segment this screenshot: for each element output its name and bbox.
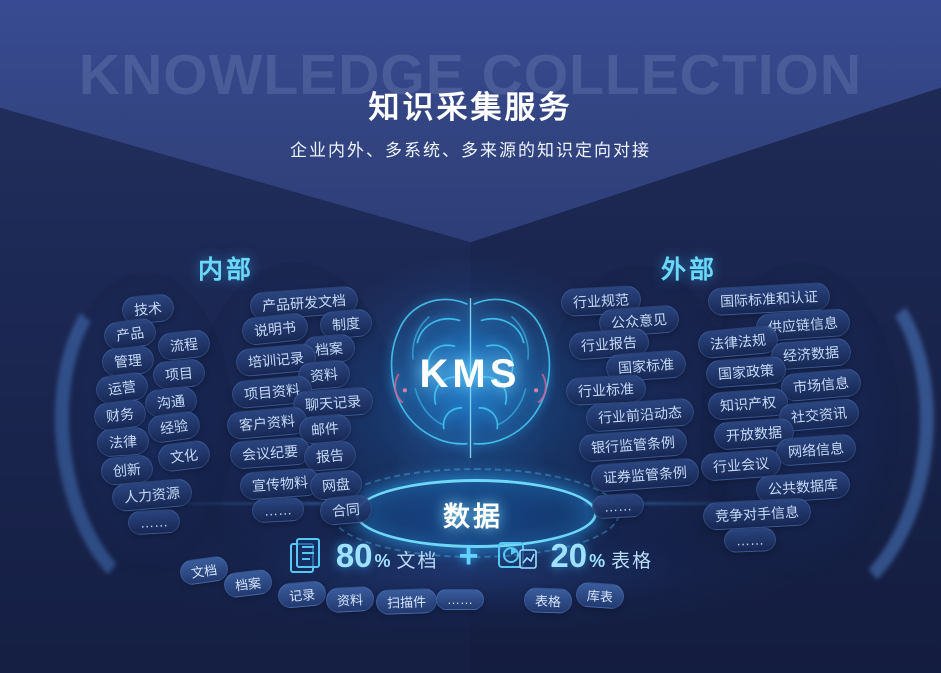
- doc-percent-sign: %: [374, 551, 391, 571]
- pie-table-icon: [498, 540, 538, 572]
- external-industry-pill: ……: [591, 492, 645, 520]
- table-stat: 20 % 表格: [550, 537, 653, 575]
- doc-percent-value: 80: [335, 537, 373, 574]
- internal-tag-pill: ……: [127, 508, 181, 536]
- data-ring: [355, 479, 597, 548]
- internal-group-label: 内部: [198, 256, 255, 284]
- external-source-pill: 网络信息: [775, 433, 857, 467]
- data-type-pill: 资料: [325, 585, 375, 614]
- table-stat-label: 表格: [611, 551, 654, 572]
- brain-graphic: [388, 298, 553, 458]
- external-source-pill: 知识产权: [707, 387, 789, 421]
- internal-doc-pill: 宣传物料: [239, 467, 321, 501]
- data-label: 数据: [443, 502, 503, 532]
- table-percent-sign: %: [589, 551, 606, 571]
- internal-tag-pill: 法律: [96, 426, 150, 458]
- page-subtitle: 企业内外、多系统、多来源的知识定向对接: [290, 141, 651, 160]
- plus-sign: +: [458, 536, 479, 575]
- external-source-pill: 国家政策: [705, 355, 787, 389]
- page-title: 知识采集服务: [368, 90, 573, 125]
- document-stack-icon: [288, 537, 324, 575]
- external-group-label: 外部: [661, 256, 718, 284]
- internal-doc-pill: 会议纪要: [229, 436, 311, 470]
- watermark-text: KNOWLEDGE COLLECTION: [78, 43, 863, 107]
- data-type-pill: 扫描件: [375, 587, 438, 616]
- kms-label: KMS: [419, 352, 521, 396]
- doc-stat: 80 % 文档: [336, 537, 439, 575]
- data-composition-row: 80 % 文档 + 20 % 表格: [0, 534, 941, 578]
- table-percent-value: 20: [550, 537, 588, 574]
- data-type-pill: ……: [436, 589, 484, 610]
- data-type-pill: 库表: [575, 581, 625, 610]
- internal-doc-pill: ……: [251, 496, 305, 524]
- doc-stat-label: 文档: [396, 551, 439, 572]
- data-type-pill: 表格: [523, 587, 573, 614]
- external-source-pill: 竞争对手信息: [702, 497, 812, 531]
- light-streak-right: [585, 502, 795, 505]
